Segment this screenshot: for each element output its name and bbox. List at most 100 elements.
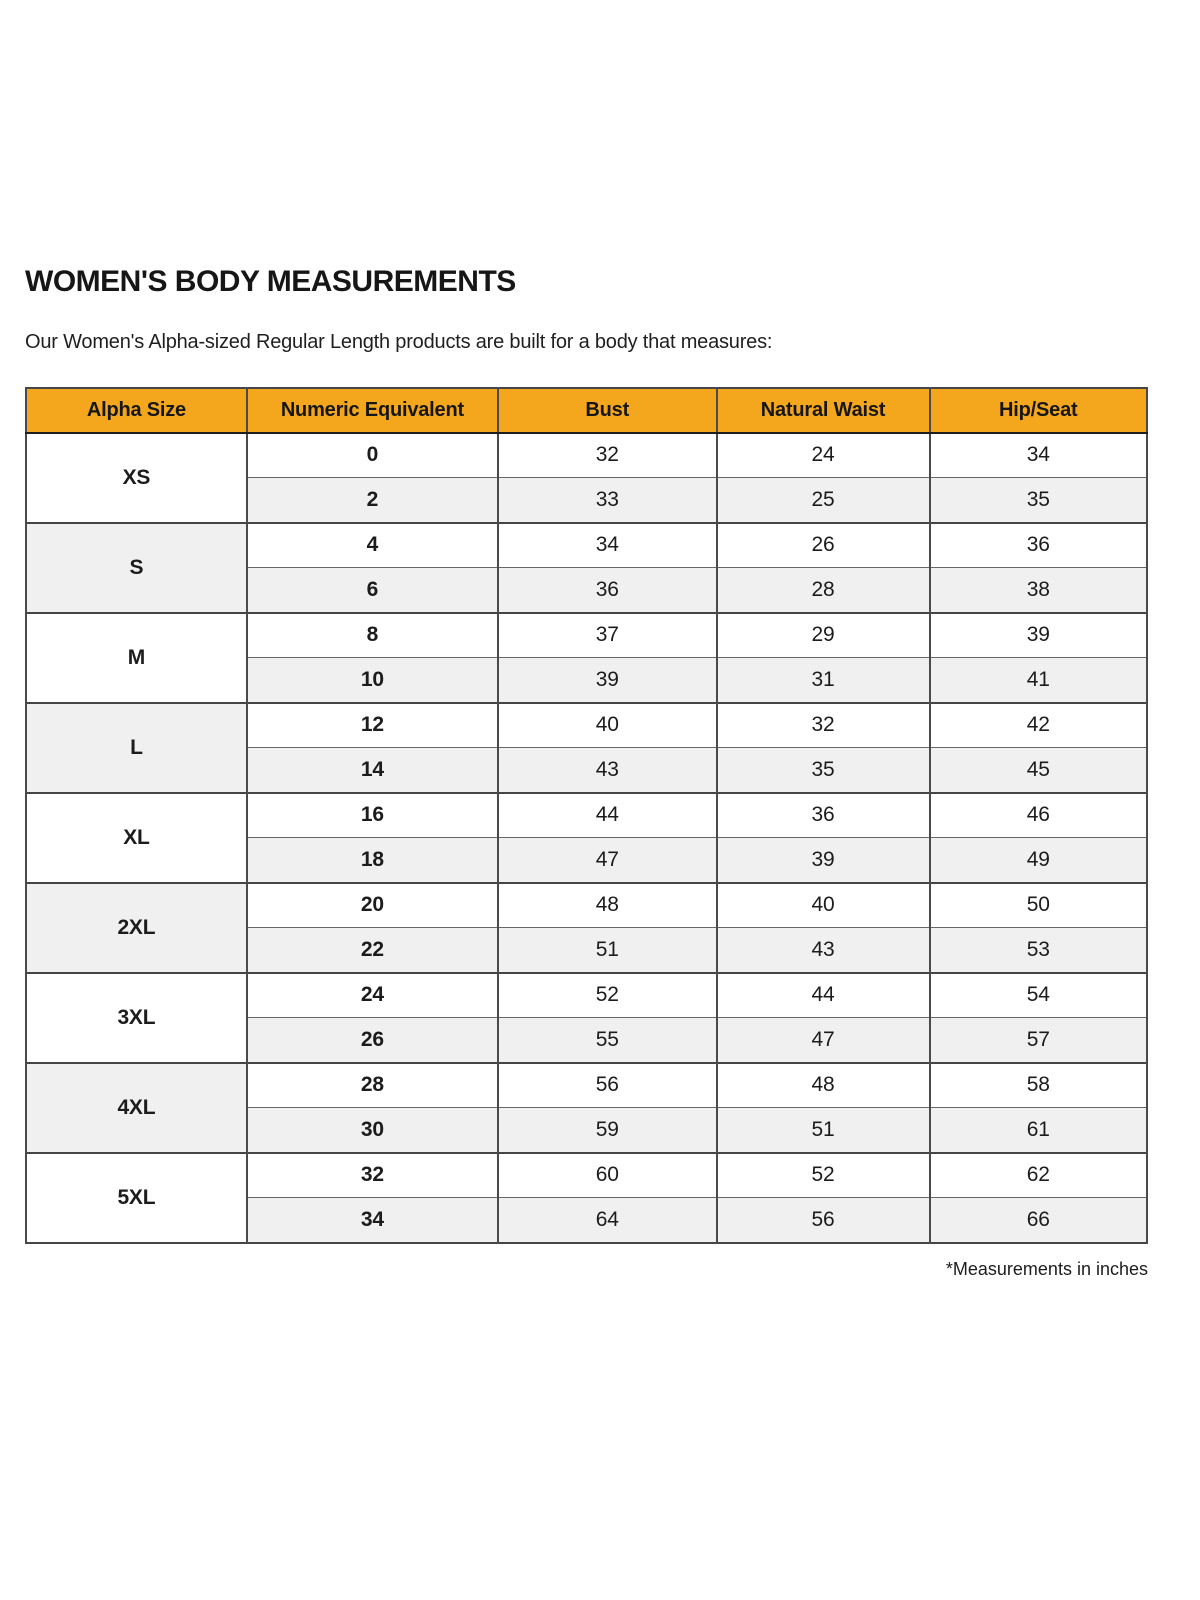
hip-seat-cell: 46 (928, 791, 1148, 838)
natural-waist-cell: 51 (715, 1107, 931, 1153)
bust-cell: 56 (496, 1061, 718, 1108)
table-row: S 4 34 26 36 (25, 521, 1148, 613)
hip-seat-cell: 50 (928, 881, 1148, 928)
natural-waist-cell: 39 (715, 837, 931, 883)
table-row: 18 47 39 49 (26, 837, 1148, 883)
alpha-size-cell: XS (25, 431, 248, 523)
table-row: 2XL 20 48 40 50 (25, 881, 1148, 973)
numeric-equivalent-cell: 16 (245, 791, 499, 838)
hip-seat-cell: 45 (928, 747, 1148, 793)
numeric-equivalent-cell: 18 (245, 837, 499, 883)
numeric-equivalent-cell: 6 (245, 567, 499, 613)
natural-waist-cell: 47 (715, 1017, 931, 1063)
bust-cell: 43 (496, 747, 718, 793)
size-table-body: XS 0 32 24 34 2 33 25 35 S 4 34 26 36 6 36 28 38 M 8 37 29 39 1… (25, 431, 1148, 1243)
col-header-numeric-equivalent: Numeric Equivalent (245, 387, 499, 434)
natural-waist-cell: 35 (715, 747, 931, 793)
hip-seat-cell: 58 (928, 1061, 1148, 1108)
numeric-equivalent-cell: 26 (245, 1017, 499, 1063)
natural-waist-cell: 28 (715, 567, 931, 613)
hip-seat-cell: 38 (928, 567, 1148, 613)
numeric-equivalent-cell: 8 (245, 611, 499, 658)
col-header-alpha-size: Alpha Size (25, 387, 248, 434)
numeric-equivalent-cell: 12 (245, 701, 499, 748)
hip-seat-cell: 34 (928, 431, 1148, 478)
bust-cell: 48 (496, 881, 718, 928)
alpha-size-cell: 2XL (25, 881, 248, 973)
alpha-size-cell: XL (25, 791, 248, 883)
bust-cell: 34 (496, 521, 718, 568)
alpha-size-cell: 5XL (25, 1151, 248, 1243)
numeric-equivalent-cell: 34 (245, 1197, 499, 1243)
numeric-equivalent-cell: 10 (245, 657, 499, 703)
alpha-size-cell: 3XL (25, 971, 248, 1063)
bust-cell: 36 (496, 567, 718, 613)
alpha-size-cell: L (25, 701, 248, 793)
table-row: 3XL 24 52 44 54 (25, 971, 1148, 1063)
hip-seat-cell: 61 (928, 1107, 1148, 1153)
page-subtitle: Our Women's Alpha-sized Regular Length p… (25, 330, 773, 353)
natural-waist-cell: 48 (715, 1061, 931, 1108)
table-row: XS 0 32 24 34 (25, 431, 1148, 523)
hip-seat-cell: 57 (928, 1017, 1148, 1063)
hip-seat-cell: 54 (928, 971, 1148, 1018)
natural-waist-cell: 52 (715, 1151, 931, 1198)
natural-waist-cell: 32 (715, 701, 931, 748)
alpha-size-cell: S (25, 521, 248, 613)
bust-cell: 59 (496, 1107, 718, 1153)
bust-cell: 37 (496, 611, 718, 658)
bust-cell: 51 (496, 927, 718, 973)
table-row: 34 64 56 66 (26, 1197, 1148, 1243)
hip-seat-cell: 35 (928, 477, 1148, 523)
col-header-bust: Bust (496, 387, 718, 434)
numeric-equivalent-cell: 4 (245, 521, 499, 568)
table-row: 6 36 28 38 (26, 567, 1148, 613)
hip-seat-cell: 49 (928, 837, 1148, 883)
table-row: 30 59 51 61 (26, 1107, 1148, 1153)
numeric-equivalent-cell: 30 (245, 1107, 499, 1153)
size-chart-section: WOMEN'S BODY MEASUREMENTS Our Women's Al… (25, 266, 1148, 1280)
numeric-equivalent-cell: 20 (245, 881, 499, 928)
bust-cell: 60 (496, 1151, 718, 1198)
hip-seat-cell: 42 (928, 701, 1148, 748)
numeric-equivalent-cell: 22 (245, 927, 499, 973)
bust-cell: 52 (496, 971, 718, 1018)
bust-cell: 40 (496, 701, 718, 748)
bust-cell: 33 (496, 477, 718, 523)
hip-seat-cell: 39 (928, 611, 1148, 658)
table-row: 5XL 32 60 52 62 (25, 1151, 1148, 1243)
natural-waist-cell: 25 (715, 477, 931, 523)
hip-seat-cell: 41 (928, 657, 1148, 703)
hip-seat-cell: 66 (928, 1197, 1148, 1243)
alpha-size-cell: M (25, 611, 248, 703)
table-row: 10 39 31 41 (26, 657, 1148, 703)
hip-seat-cell: 62 (928, 1151, 1148, 1198)
natural-waist-cell: 44 (715, 971, 931, 1018)
natural-waist-cell: 29 (715, 611, 931, 658)
bust-cell: 32 (496, 431, 718, 478)
natural-waist-cell: 26 (715, 521, 931, 568)
table-row: 14 43 35 45 (26, 747, 1148, 793)
numeric-equivalent-cell: 14 (245, 747, 499, 793)
numeric-equivalent-cell: 32 (245, 1151, 499, 1198)
natural-waist-cell: 36 (715, 791, 931, 838)
table-row: L 12 40 32 42 (25, 701, 1148, 793)
col-header-hip-seat: Hip/Seat (928, 387, 1148, 434)
bust-cell: 47 (496, 837, 718, 883)
bust-cell: 39 (496, 657, 718, 703)
hip-seat-cell: 36 (928, 521, 1148, 568)
numeric-equivalent-cell: 24 (245, 971, 499, 1018)
natural-waist-cell: 24 (715, 431, 931, 478)
womens-body-measurements-table: Alpha Size Numeric Equivalent Bust Natur… (25, 386, 1148, 1244)
alpha-size-cell: 4XL (25, 1061, 248, 1153)
numeric-equivalent-cell: 0 (245, 431, 499, 478)
numeric-equivalent-cell: 28 (245, 1061, 499, 1108)
hip-seat-cell: 53 (928, 927, 1148, 973)
table-row: M 8 37 29 39 (25, 611, 1148, 703)
natural-waist-cell: 31 (715, 657, 931, 703)
table-row: 2 33 25 35 (26, 477, 1148, 523)
table-row: 26 55 47 57 (26, 1017, 1148, 1063)
col-header-natural-waist: Natural Waist (715, 387, 931, 434)
natural-waist-cell: 43 (715, 927, 931, 973)
